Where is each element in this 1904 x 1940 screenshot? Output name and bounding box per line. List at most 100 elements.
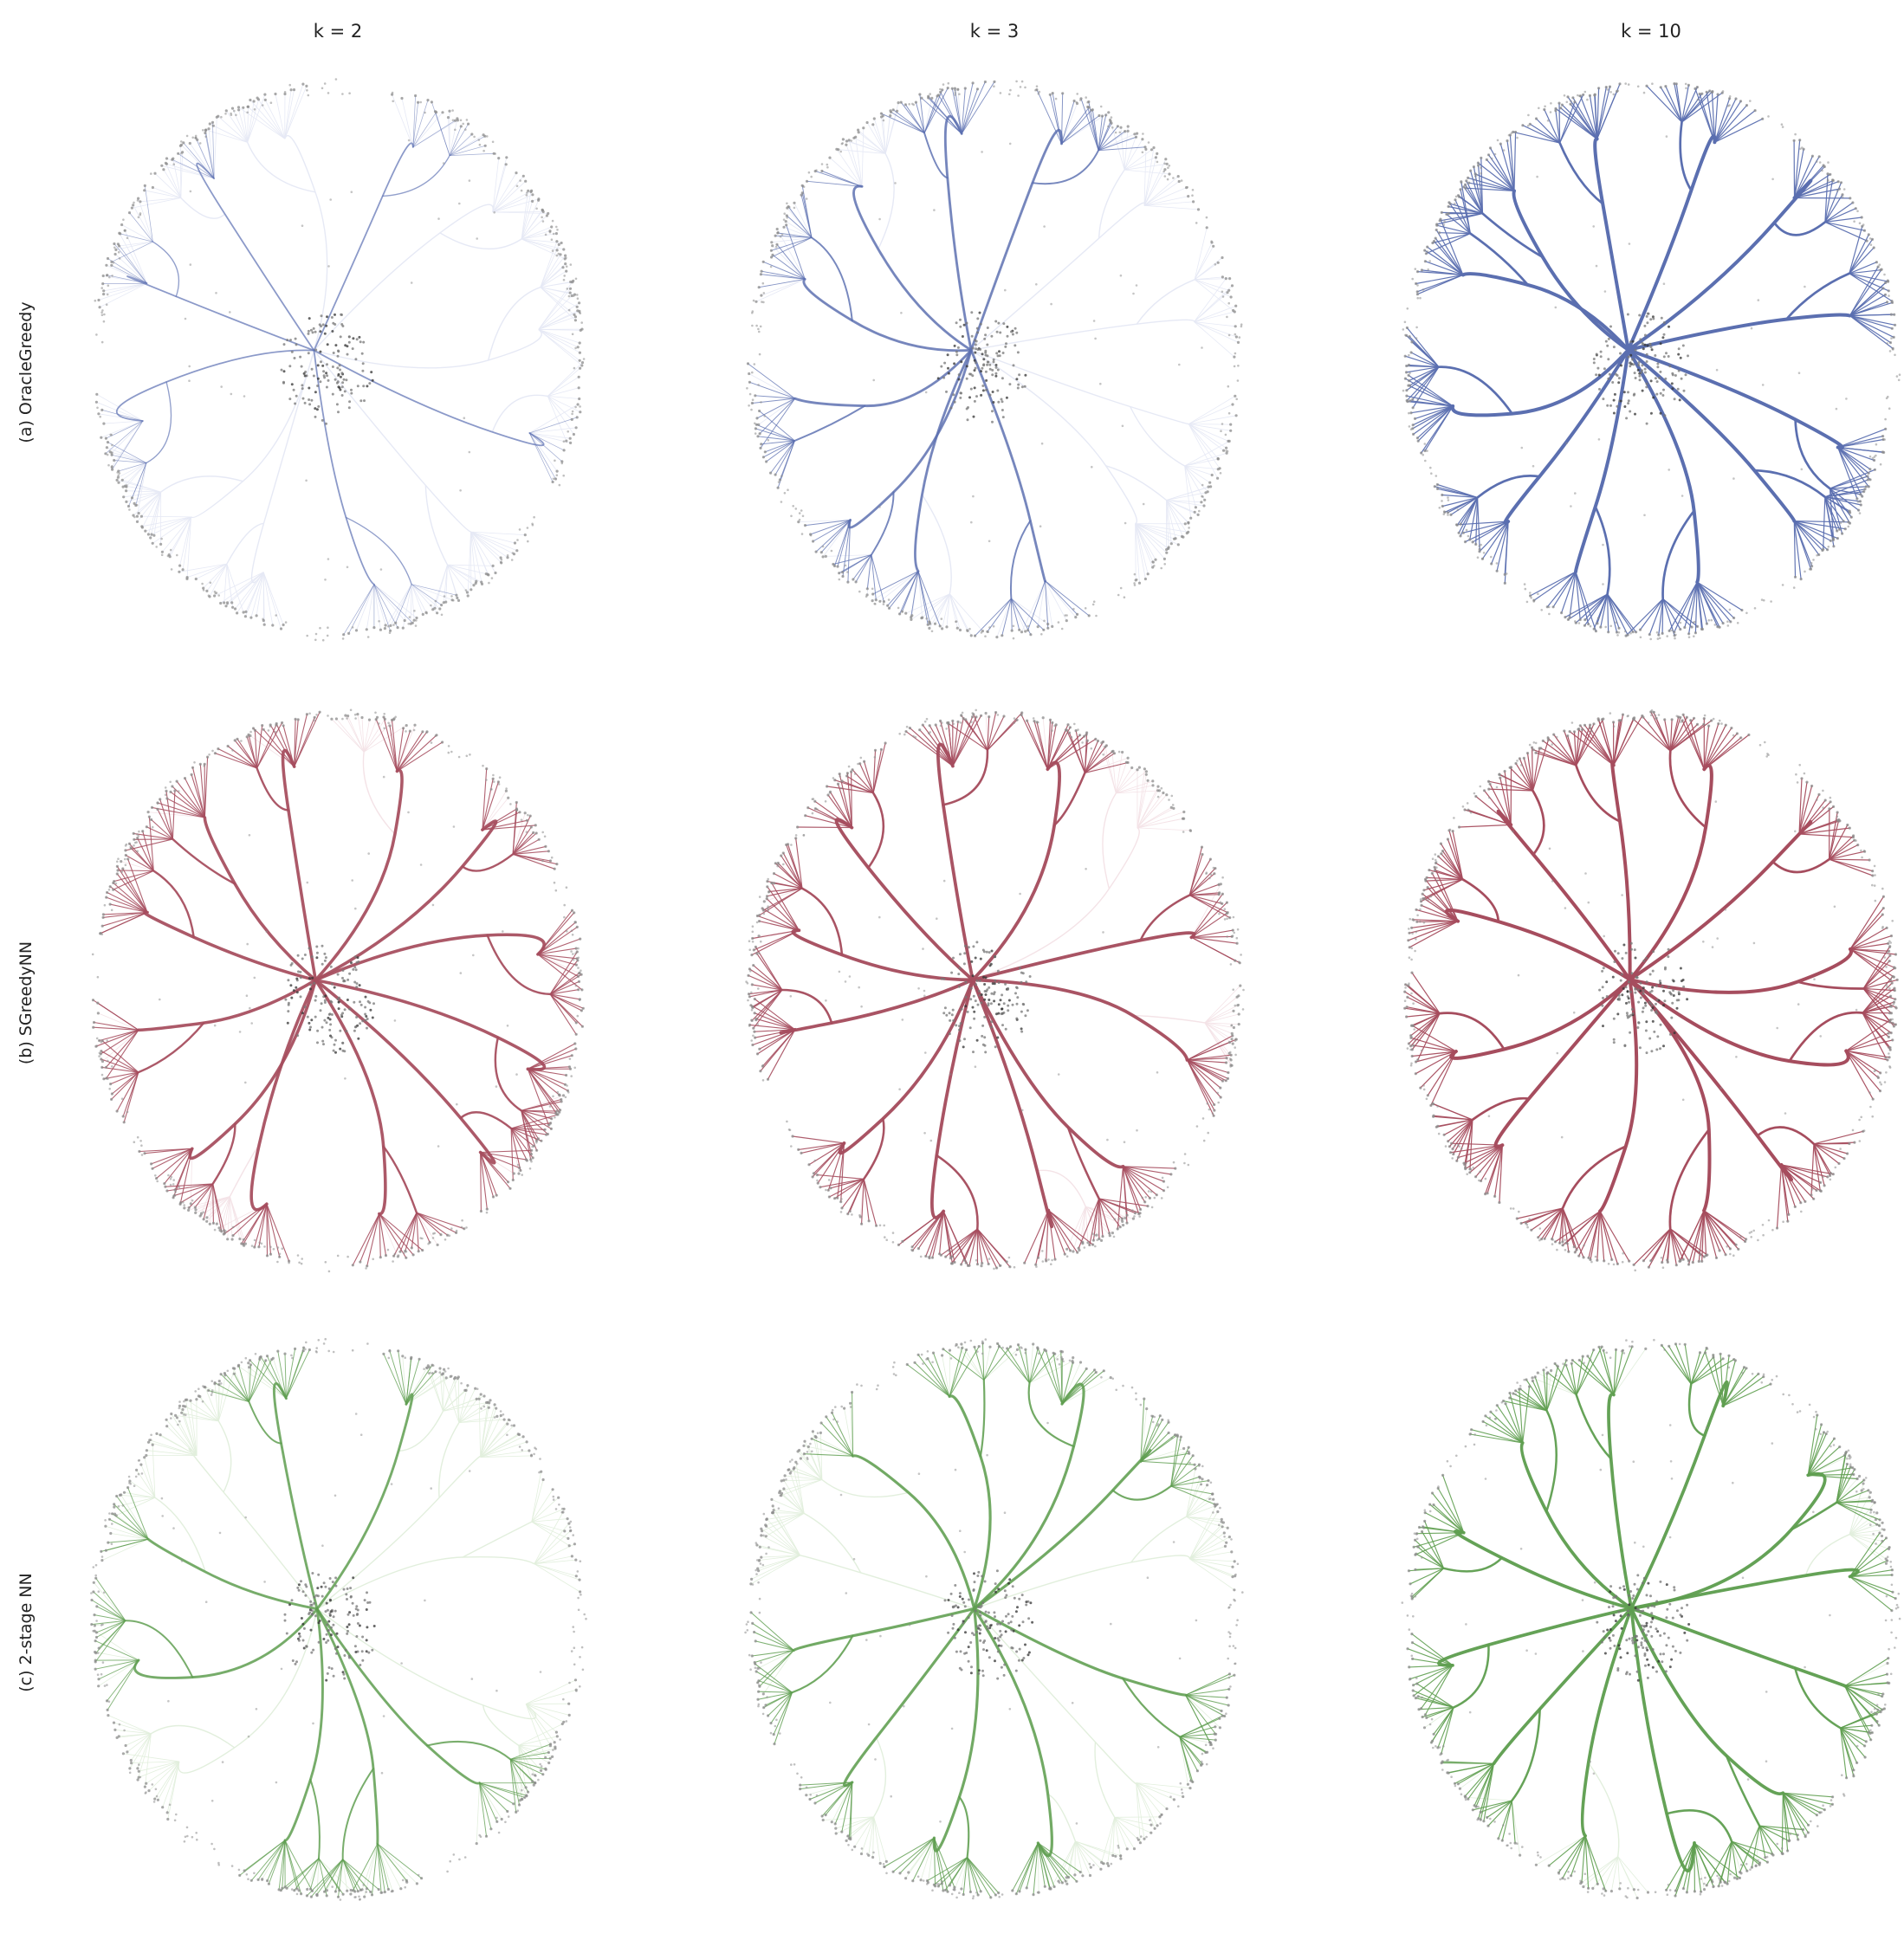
rim-node: [553, 233, 555, 236]
center-node: [341, 1050, 344, 1052]
center-node: [302, 398, 305, 400]
center-node: [1661, 317, 1663, 320]
leaf-node: [1474, 543, 1477, 546]
interior-node: [476, 237, 478, 240]
leaf-node: [579, 341, 581, 344]
interior-node: [354, 908, 357, 910]
center-node: [354, 955, 357, 958]
radial-tree-svg: [1391, 74, 1904, 680]
leaf-node: [577, 346, 580, 348]
rim-node: [231, 749, 234, 752]
secondary-branch: [1758, 1128, 1814, 1144]
interior-node: [1565, 443, 1568, 445]
rim-node: [108, 889, 111, 891]
leaf-node: [421, 730, 424, 733]
leaf-node: [845, 139, 848, 142]
leaf-edge: [759, 279, 805, 287]
leaf-node: [579, 367, 581, 370]
leaf-node: [385, 1254, 387, 1257]
center-node: [1600, 355, 1603, 358]
center-node: [985, 993, 988, 996]
leaf-node: [431, 100, 433, 103]
rim-node: [488, 582, 490, 585]
leaf-node: [939, 91, 942, 94]
leaf-node: [845, 144, 847, 146]
rim-node: [970, 721, 973, 723]
rim-node: [1092, 604, 1095, 606]
center-node: [304, 1006, 307, 1008]
leaf-node: [1441, 211, 1443, 214]
center-node: [1634, 372, 1636, 374]
rim-node: [226, 603, 229, 605]
center-node: [286, 339, 288, 341]
rim-node: [1439, 507, 1441, 509]
leaf-node: [939, 624, 942, 627]
rim-node: [993, 85, 995, 87]
rim-node: [1524, 583, 1526, 585]
leaf-node: [1420, 451, 1422, 454]
center-node: [1683, 390, 1686, 392]
interior-node: [443, 162, 445, 165]
leaf-node: [875, 1225, 878, 1227]
leaf-node: [441, 740, 444, 743]
leaf-edge: [1025, 1211, 1049, 1264]
leaf-node: [748, 995, 751, 998]
background-edge: [973, 980, 1124, 1167]
leaf-node: [92, 999, 94, 1001]
leaf-node: [565, 440, 567, 443]
rim-node: [308, 713, 311, 715]
rim-node: [1424, 460, 1427, 462]
leaf-node: [540, 1140, 542, 1142]
leaf-node: [1154, 559, 1156, 561]
leaf-node: [264, 99, 267, 101]
center-node: [986, 344, 988, 346]
leaf-node: [827, 1189, 830, 1192]
center-node: [1661, 394, 1664, 397]
center-node: [984, 1051, 987, 1053]
rim-node: [1890, 337, 1893, 340]
rim-node: [759, 896, 761, 898]
highlighted-edges: [1405, 712, 1898, 1267]
interior-node: [925, 391, 928, 394]
center-node: [341, 381, 344, 384]
rim-node: [354, 714, 357, 716]
rim-node: [1061, 628, 1064, 630]
rim-node: [987, 631, 989, 634]
leaf-node: [578, 301, 580, 304]
rim-node: [285, 621, 288, 624]
rim-node: [1148, 1190, 1150, 1193]
rim-node: [865, 596, 868, 598]
background-edge: [1188, 424, 1223, 451]
center-node: [1614, 393, 1616, 396]
leaf-node: [813, 1172, 815, 1174]
rim-node: [556, 255, 559, 257]
rim-node: [116, 861, 119, 863]
center-node: [960, 360, 962, 363]
leaf-edge: [417, 1212, 464, 1229]
leaf-node: [256, 614, 258, 617]
leaf-node: [1104, 746, 1106, 748]
leaf-node: [1434, 485, 1436, 488]
leaf-node: [172, 158, 174, 160]
leaf-node: [1049, 94, 1052, 96]
leaf-node: [941, 88, 943, 91]
leaf-edge: [529, 417, 577, 433]
rim-node: [431, 741, 433, 744]
rim-node: [1163, 563, 1166, 566]
rim-node: [579, 405, 581, 408]
leaf-node: [842, 138, 845, 140]
rim-node: [161, 554, 164, 557]
rim-node: [167, 1174, 170, 1177]
center-node: [959, 319, 962, 321]
tree-panel: [1391, 74, 1904, 680]
center-node: [308, 1029, 311, 1031]
leaf-node: [1225, 1079, 1227, 1082]
rim-node: [580, 969, 582, 972]
leaf-node: [1599, 626, 1602, 629]
rim-node: [456, 1230, 458, 1232]
leaf-node: [1234, 960, 1236, 962]
center-node: [314, 416, 317, 418]
rim-node: [499, 776, 502, 779]
leaf-node: [102, 275, 105, 277]
rim-node: [1544, 106, 1546, 108]
